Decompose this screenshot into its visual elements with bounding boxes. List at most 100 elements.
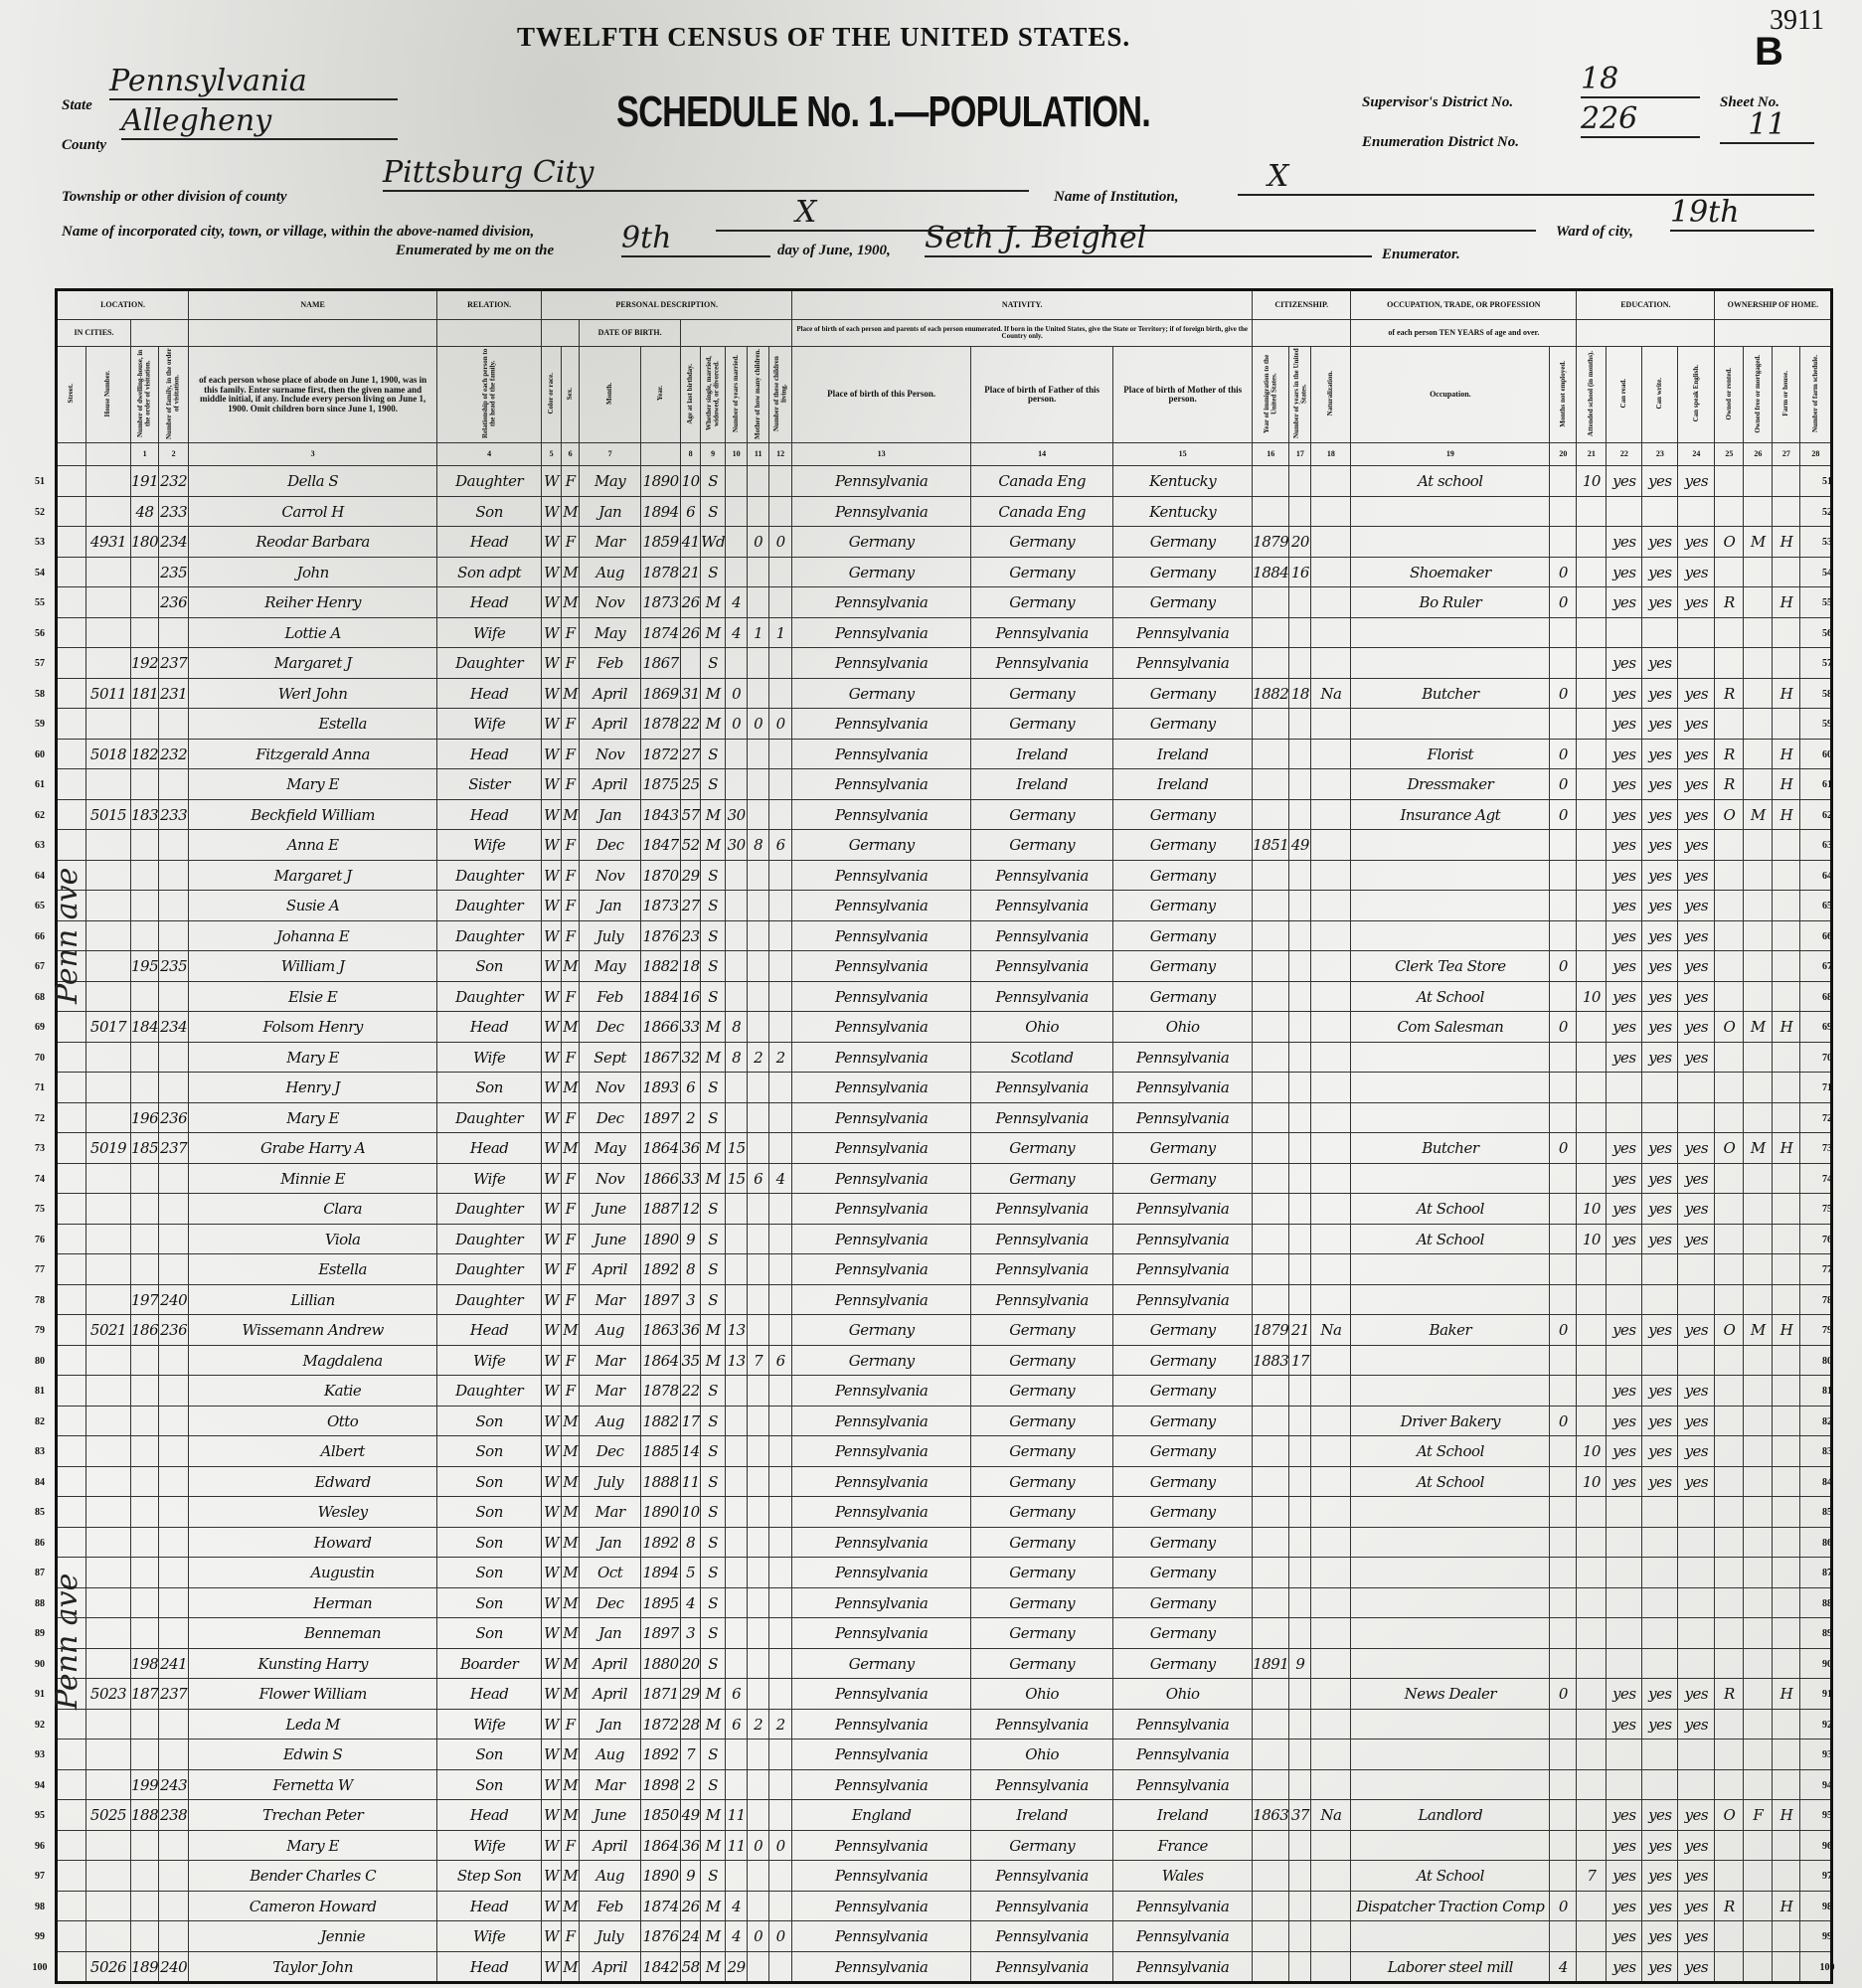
cell-can-write — [1641, 616, 1679, 649]
cell-owned-or-rented — [1714, 556, 1745, 588]
cell-number-of-these-children-livin — [768, 1890, 793, 1922]
cell-number-of-these-children-livin: 4 — [768, 1162, 793, 1195]
cell-mother-of-how-many-children — [747, 1617, 770, 1649]
cell-year: 1874 — [640, 616, 682, 649]
table-row: Margaret J Daughter W F Nov 1870 29 S Pennsylvan… — [56, 859, 1833, 892]
cell-owned-or-rented — [1714, 950, 1745, 982]
cell-occupation: Dressmaker — [1350, 768, 1551, 800]
cell-sex: F — [561, 1193, 581, 1225]
cell-house-number — [85, 1647, 131, 1680]
cell-place-of-birth-of-mother-of-th: Pennsylvania — [1112, 1768, 1254, 1801]
cell-occupation — [1350, 1253, 1551, 1285]
cell-farm-or-house — [1772, 1768, 1801, 1801]
cell-owned-or-rented — [1714, 1739, 1745, 1770]
cell-place-of-birth-of-mother-of-th: Germany — [1112, 1465, 1254, 1498]
cell-year-of-immigration-to-the-uni: 1884 — [1252, 556, 1290, 588]
sheet-number: 11 — [1720, 107, 1814, 144]
cell-number-of-dwelling-house-in-th — [129, 919, 160, 952]
cell-house-number — [85, 768, 131, 800]
cell-year: 1867 — [640, 1041, 682, 1074]
cell-name: Estella — [188, 1253, 438, 1285]
cell-relationship-of-each-person-to: Daughter — [436, 1193, 543, 1225]
cell-whether-single-married-widowed: M — [700, 1950, 727, 1984]
cell-attended-school-in-months — [1576, 1799, 1608, 1831]
cell-age-at-last-birthday: 35 — [680, 1344, 702, 1377]
cell-street — [56, 556, 86, 588]
cell-name: Katie — [188, 1375, 438, 1407]
cell-street — [56, 1314, 86, 1346]
cell-house-number — [85, 1193, 131, 1225]
cell-can-read: yes — [1606, 1223, 1643, 1255]
cell-number-of-family-in-the-order- — [158, 1435, 190, 1467]
cell-number-of-family-in-the-order- — [158, 1223, 190, 1255]
cell-farm-or-house — [1772, 1496, 1801, 1528]
column-header-13: Number of years married. — [725, 345, 749, 444]
cell-place-of-birth-of-father-of-th: Pennsylvania — [970, 1890, 1114, 1922]
cell-color-or-race: W — [541, 1586, 563, 1619]
cell-months-not-employed: 0 — [1549, 1314, 1578, 1346]
cell-mother-of-how-many-children — [747, 1314, 770, 1346]
cell-place-of-birth-of-this-person: Pennsylvania — [791, 616, 972, 649]
cell-color-or-race: W — [541, 1557, 563, 1588]
cell-can-speak-english — [1677, 495, 1716, 528]
cell-can-write: yes — [1641, 708, 1679, 740]
line-number: 82 — [1822, 1415, 1832, 1427]
cell-street — [56, 1193, 86, 1225]
line-number: 95 — [1822, 1810, 1832, 1821]
cell-can-write: yes — [1641, 1132, 1679, 1164]
cell-farm-or-house: H — [1772, 1132, 1801, 1164]
line-number: 65 — [1822, 901, 1832, 911]
cell-month: Jan — [579, 1708, 642, 1740]
cell-place-of-birth-of-mother-of-th: Germany — [1112, 919, 1254, 952]
cell-owned-or-rented: O — [1714, 526, 1745, 558]
cell-owned-free-or-mortgaged — [1743, 1193, 1774, 1225]
cell-can-write: yes — [1641, 950, 1679, 982]
line-number: 86 — [1822, 1537, 1832, 1549]
cell-age-at-last-birthday: 18 — [680, 950, 702, 982]
cell-place-of-birth-of-father-of-th: Germany — [970, 1314, 1114, 1346]
column-header-18: Place of birth of Mother of this person. — [1112, 345, 1254, 444]
cell-number-of-farm-schedule — [1799, 1253, 1833, 1285]
cell-house-number — [85, 919, 131, 952]
cell-number-of-family-in-the-order- — [158, 768, 190, 800]
cell-can-read: yes — [1606, 556, 1643, 588]
cell-month: Feb — [579, 980, 642, 1013]
column-number: 14 — [970, 442, 1114, 467]
cell-number-of-these-children-livin — [768, 1101, 793, 1134]
cell-attended-school-in-months — [1576, 677, 1608, 710]
cell-number-of-years-married — [725, 647, 749, 679]
cell-owned-or-rented — [1714, 708, 1745, 740]
cell-number-of-dwelling-house-in-th — [129, 1253, 160, 1285]
cell-number-of-farm-schedule — [1799, 950, 1833, 982]
cell-place-of-birth-of-mother-of-th: Kentucky — [1112, 495, 1254, 528]
cell-can-read — [1606, 1526, 1643, 1559]
cell-can-write: yes — [1641, 1223, 1679, 1255]
cell-number-of-dwelling-house-in-th — [129, 1860, 160, 1892]
cell-sex: F — [561, 980, 581, 1013]
cell-age-at-last-birthday — [680, 647, 702, 679]
cell-place-of-birth-of-mother-of-th: Pennsylvania — [1112, 1283, 1254, 1316]
cell-number-of-farm-schedule — [1799, 616, 1833, 649]
cell-place-of-birth-of-mother-of-th: Germany — [1112, 1375, 1254, 1407]
cell-can-write: yes — [1641, 1799, 1679, 1831]
cell-farm-or-house — [1772, 1647, 1801, 1680]
cell-occupation: Com Salesman — [1350, 1011, 1551, 1043]
cell-number-of-years-married — [725, 1193, 749, 1225]
cell-attended-school-in-months — [1576, 1344, 1608, 1377]
cell-house-number — [85, 1586, 131, 1619]
cell-mother-of-how-many-children: 0 — [747, 1829, 770, 1862]
cell-can-speak-english — [1677, 1586, 1716, 1619]
cell-number-of-farm-schedule — [1799, 1072, 1833, 1103]
cell-street — [56, 1920, 86, 1952]
cell-occupation — [1350, 495, 1551, 528]
header-spacer — [1714, 319, 1833, 347]
cell-number-of-dwelling-house-in-th: 192 — [129, 647, 160, 679]
cell-place-of-birth-of-this-person: Pennsylvania — [791, 1405, 972, 1437]
cell-year: 1890 — [640, 1496, 682, 1528]
cell-year-of-immigration-to-the-uni — [1252, 1526, 1290, 1559]
cell-house-number — [85, 1283, 131, 1316]
cell-place-of-birth-of-this-person: Pennsylvania — [791, 1920, 972, 1952]
cell-color-or-race: W — [541, 1829, 563, 1862]
cell-number-of-dwelling-house-in-th — [129, 1617, 160, 1649]
cell-attended-school-in-months — [1576, 1647, 1608, 1680]
